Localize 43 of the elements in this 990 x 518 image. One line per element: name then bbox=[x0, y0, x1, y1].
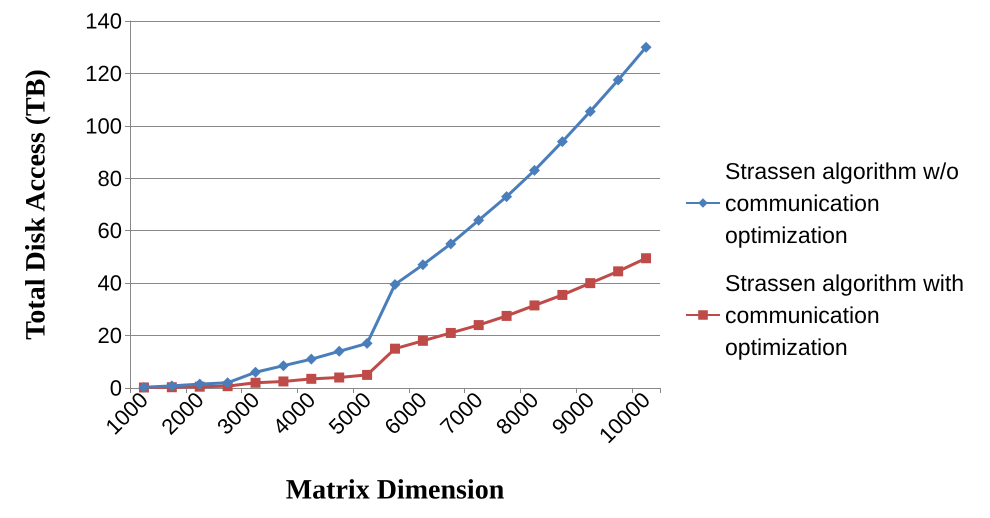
y-tick-label: 40 bbox=[98, 270, 122, 296]
y-tick-label: 120 bbox=[85, 60, 122, 86]
point bbox=[334, 346, 345, 357]
y-tick-label: 80 bbox=[98, 166, 122, 191]
point bbox=[613, 266, 624, 276]
point bbox=[362, 370, 372, 380]
point bbox=[362, 338, 373, 349]
x-axis-title: Matrix Dimension bbox=[286, 474, 505, 506]
point bbox=[473, 214, 484, 226]
point bbox=[502, 310, 512, 321]
point bbox=[474, 320, 484, 330]
point bbox=[585, 278, 596, 288]
point bbox=[501, 191, 512, 202]
point bbox=[584, 106, 596, 117]
point bbox=[557, 290, 568, 300]
point bbox=[390, 278, 400, 290]
y-tick-label: 20 bbox=[98, 323, 122, 348]
y-axis-title: Total Disk Access (TB) bbox=[20, 69, 52, 340]
point bbox=[194, 378, 206, 390]
point bbox=[417, 259, 428, 270]
point bbox=[529, 300, 540, 310]
point bbox=[612, 74, 624, 86]
point bbox=[556, 136, 568, 148]
point bbox=[222, 377, 234, 388]
point bbox=[278, 360, 289, 372]
y-tick-label: 60 bbox=[98, 218, 122, 244]
point bbox=[306, 374, 316, 384]
point bbox=[334, 372, 344, 383]
point bbox=[641, 253, 652, 264]
y-tick-label: 140 bbox=[85, 8, 122, 34]
point bbox=[418, 336, 428, 346]
point bbox=[390, 344, 400, 354]
y-tick-label: 100 bbox=[85, 113, 122, 138]
legend-label: Strassen algorithm w/o communication optimization bbox=[725, 158, 966, 248]
legend-label: Strassen algorithm with communication optimization bbox=[725, 270, 970, 360]
point bbox=[278, 376, 288, 386]
point bbox=[528, 164, 540, 176]
point bbox=[250, 378, 261, 388]
point bbox=[640, 42, 652, 53]
point bbox=[446, 328, 456, 338]
point bbox=[250, 366, 262, 378]
point bbox=[306, 354, 317, 365]
point bbox=[445, 238, 456, 250]
